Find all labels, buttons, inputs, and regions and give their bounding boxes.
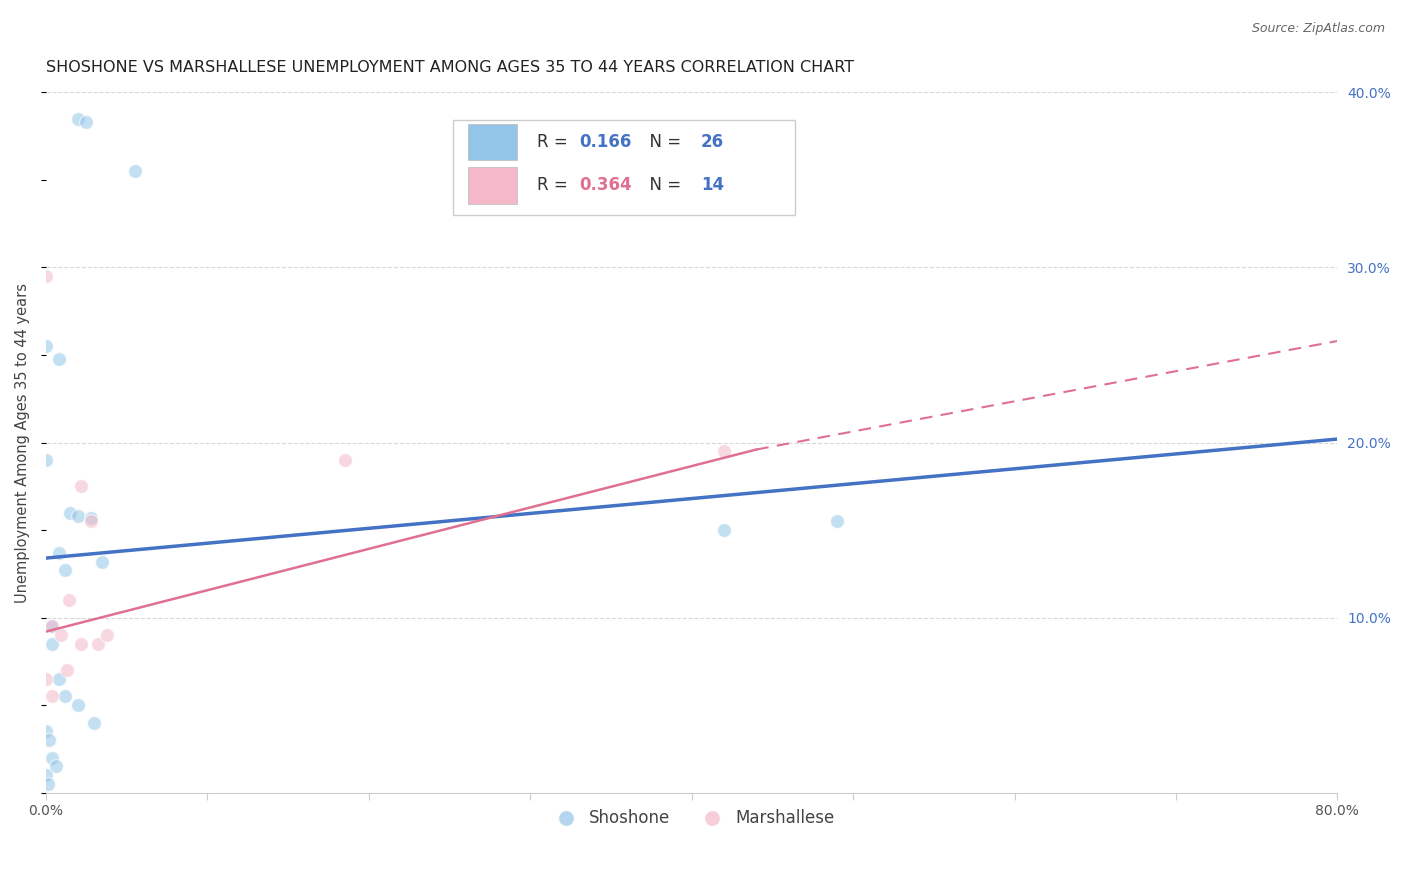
Point [713,444,735,458]
FancyBboxPatch shape [468,167,517,203]
Point [83,715,105,730]
Point [67,509,90,524]
Text: Source: ZipAtlas.com: Source: ZipAtlas.com [1251,22,1385,36]
FancyBboxPatch shape [453,120,794,215]
Point [41,750,63,764]
Point [41,690,63,704]
Point [39,619,62,633]
Point [58,593,80,607]
Point [35,724,58,739]
Point [38,733,60,747]
Text: N =: N = [638,177,686,194]
Text: R =: R = [537,133,572,151]
Text: R =: R = [537,177,572,194]
Point [35,672,58,686]
Point [41,619,63,633]
Point [124,164,146,178]
Point [80,514,103,528]
Point [35,269,58,284]
Point [35,453,58,467]
Point [48,351,70,366]
Point [713,523,735,537]
Point [86,637,108,651]
Point [37,777,59,791]
Y-axis label: Unemployment Among Ages 35 to 44 years: Unemployment Among Ages 35 to 44 years [15,283,30,602]
Point [67,698,90,713]
Text: 26: 26 [700,133,724,151]
Text: N =: N = [638,133,686,151]
Point [75,115,97,129]
Point [41,637,63,651]
Legend: Shoshone, Marshallese: Shoshone, Marshallese [543,802,841,833]
Point [35,768,58,782]
Point [53,563,76,577]
Point [35,339,58,353]
Point [45,759,67,773]
FancyBboxPatch shape [468,124,517,161]
Point [80,511,103,525]
Point [53,690,76,704]
Text: 0.166: 0.166 [579,133,631,151]
Point [49,628,72,642]
Point [70,479,93,493]
Point [70,637,93,651]
Text: 14: 14 [700,177,724,194]
Text: SHOSHONE VS MARSHALLESE UNEMPLOYMENT AMONG AGES 35 TO 44 YEARS CORRELATION CHART: SHOSHONE VS MARSHALLESE UNEMPLOYMENT AMO… [46,60,853,75]
Text: 0.364: 0.364 [579,177,631,194]
Point [56,663,79,677]
Point [48,546,70,560]
Point [59,506,82,520]
Point [333,453,356,467]
Point [91,555,114,569]
Point [96,628,118,642]
Point [825,514,848,528]
Point [48,672,70,686]
Point [67,112,90,126]
